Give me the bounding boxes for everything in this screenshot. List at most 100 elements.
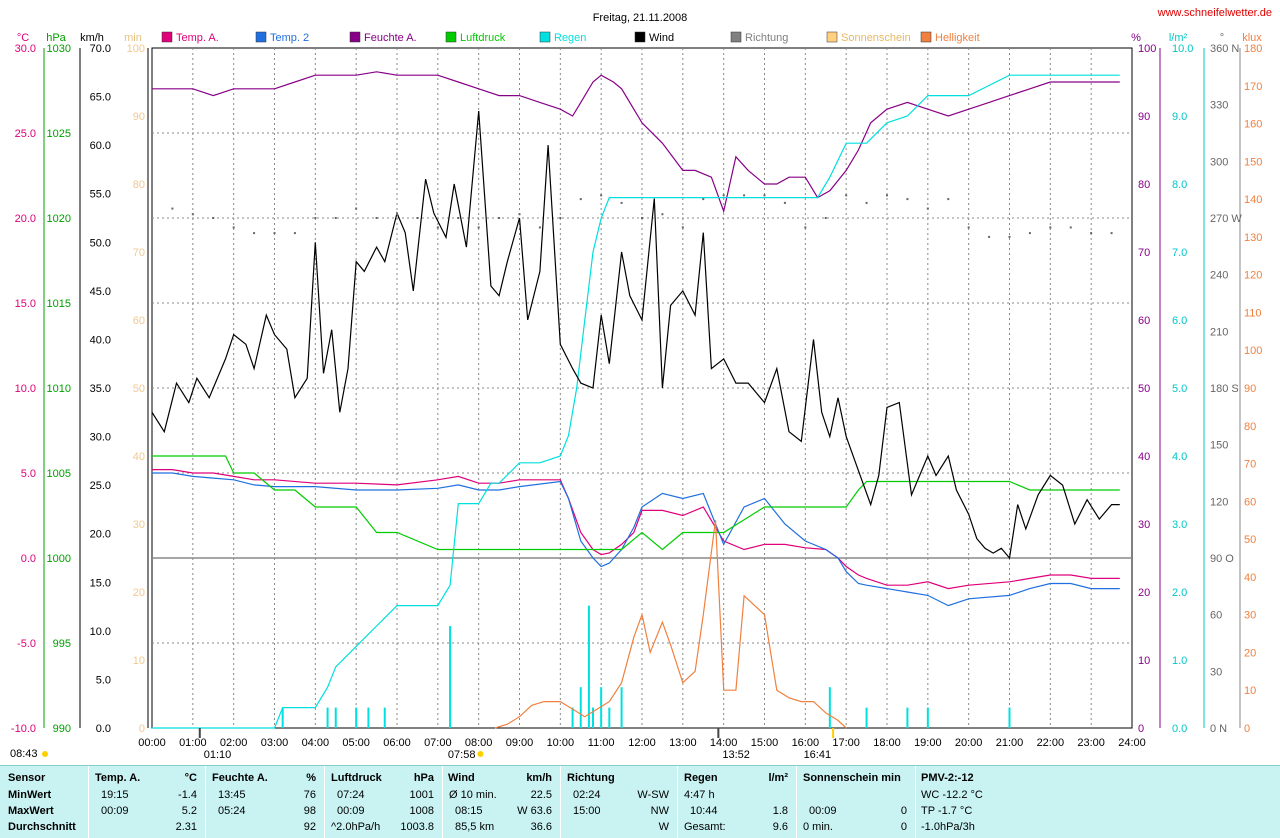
lux-tick: 60 [1244,496,1256,508]
stats-dir-col: Richtung 02:24 W-SW 15:00 NW W [561,766,677,838]
stats-temp-max-time: 00:09 [101,805,129,817]
series-line-wind [151,111,1120,560]
rain-bar [571,707,574,728]
sun-tick: 70 [133,247,145,259]
rain-bar [383,707,386,728]
stats-hum-min: 76 [303,789,316,801]
series-line-luftdruck [152,455,1120,551]
stats-wind-distance: 85,5 km [455,821,495,833]
humidity-tick: 40 [1138,451,1150,463]
direction-point [947,198,950,201]
temp-tick: 20.0 [15,213,36,225]
pressure-tick: 1025 [47,128,71,140]
time-tick: 17:00 [832,737,860,749]
pressure-tick: 1000 [47,553,71,565]
stats-rain-header: Regen [684,772,718,784]
stats-rain-duration: 4:47 h [684,789,715,801]
rain-tick: 7.0 [1172,247,1187,259]
legend-swatch [445,31,457,43]
time-tick: 13:00 [669,737,697,749]
rain-bar [592,707,594,728]
dir-tick: 60 [1210,610,1222,622]
sunrise-icon [42,751,48,757]
time-tick: 07:00 [424,737,452,749]
rain-tick: 8.0 [1172,179,1187,191]
direction-point [171,207,174,210]
stats-hum-avg: 92 [303,821,316,833]
sunrise-label: 08:43 [10,748,38,760]
time-tick: 02:00 [220,737,248,749]
direction-point [416,217,419,219]
lux-tick: 10 [1244,685,1256,697]
humidity-unit: % [1131,32,1141,44]
rain-bar [579,687,582,728]
time-tick: 10:00 [547,737,575,749]
stats-temp-col: Temp. A. °C 19:15 -1.4 00:09 5.2 2.31 [89,766,205,838]
wind-tick: 50.0 [90,237,111,249]
temp-tick: -5.0 [17,638,36,650]
weather-chart: Freitag, 21.11.2008 www.schneifelwetter.d… [10,7,1272,761]
stats-sun-col: Sonnenschein min 00:09 0 0 min. 0 [797,766,915,838]
legend-label: Wind [649,32,674,44]
rain-tick: 6.0 [1172,315,1187,327]
stats-wind-header: Wind [448,772,475,784]
marker-m2-icon [477,751,484,757]
rain-bar [281,707,284,728]
direction-point [273,232,276,235]
stats-windchill: WC -12.2 °C [921,789,983,801]
time-tick: 21:00 [996,737,1024,749]
direction-point [477,226,480,229]
dir-tick: 90 O [1210,553,1234,565]
pressure-unit: hPa [46,32,66,44]
time-tick: 06:00 [383,737,411,749]
wind-tick: 70.0 [90,43,111,55]
dir-tick: 240 [1210,270,1228,282]
direction-point [396,213,398,216]
dir-tick: 330 [1210,100,1228,112]
rain-tick: 10.0 [1172,43,1193,55]
legend-label: Temp. A. [176,32,219,44]
direction-point [886,194,888,197]
wind-tick: 5.0 [96,674,111,686]
stats-pmv-header: PMV-2:-12 [921,772,974,784]
sun-tick: 20 [133,587,145,599]
series-line-temp-2 [152,472,1120,607]
wind-tick: 55.0 [90,189,111,201]
legend-swatch [255,31,267,43]
wind-tick: 65.0 [90,92,111,104]
lux-tick: 90 [1244,383,1256,395]
dir-tick: 270 W [1210,213,1242,225]
stats-dir-avg: W [658,821,669,833]
direction-point [1008,235,1011,238]
stats-min-label: MinWert [8,789,52,801]
direction-point [804,226,807,229]
stats-avg-label: Durchschnitt [8,821,76,833]
stats-hum-col: Feuchte A. % 13:45 76 05:24 98 92 [206,766,324,838]
stats-temp-avg: 2.31 [175,821,197,833]
humidity-tick: 100 [1138,43,1156,55]
humidity-tick: 30 [1138,519,1150,531]
direction-point [722,194,725,197]
direction-point [783,201,786,204]
temp-tick: 25.0 [15,128,36,140]
stats-press-max: 1008 [409,805,434,817]
legend-swatch [920,31,932,43]
rain-bar [326,707,329,728]
pressure-tick: 1030 [47,43,71,55]
stats-pmv-col: PMV-2:-12 WC -12.2 °C TP -1.7 °C -1.0hPa… [916,766,1066,838]
stats-press-unit: hPa [413,772,434,784]
humidity-tick: 60 [1138,315,1150,327]
temp-tick: -10.0 [11,723,36,735]
stats-temp-min-time: 19:15 [101,789,129,801]
direction-point [253,232,256,235]
time-tick: 14:00 [710,737,738,749]
humidity-tick: 90 [1138,111,1150,123]
direction-point [293,232,296,235]
rain-bar [906,707,909,728]
pressure-tick: 1010 [47,383,71,395]
legend-label: Regen [554,32,586,44]
rain-bar [600,687,603,728]
time-tick: 08:00 [465,737,493,749]
direction-point [600,194,603,197]
series-line-helligkeit [494,520,847,729]
